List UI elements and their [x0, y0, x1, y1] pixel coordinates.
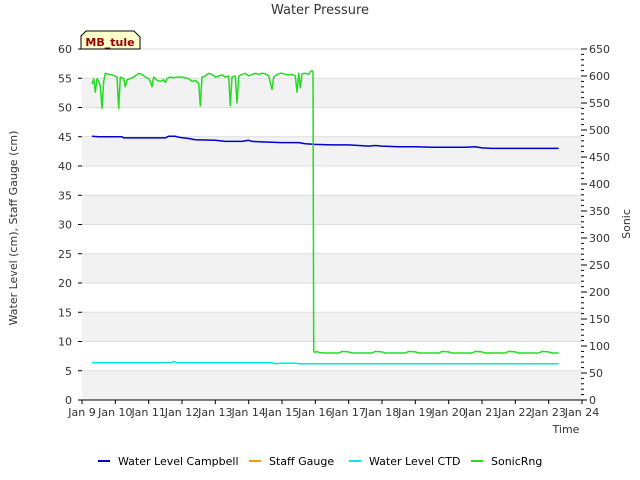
x-tick-label: Jan 18	[364, 406, 399, 419]
y2-tick-label: 200	[589, 286, 610, 299]
series-layer	[91, 69, 559, 365]
y2-tick-label: 350	[589, 205, 610, 218]
y2-tick-label: 250	[589, 259, 610, 272]
y-tick-label: 40	[58, 160, 72, 173]
y2-tick-label: 50	[589, 367, 603, 380]
axes: 0510152025303540455055600501001502002503…	[58, 43, 610, 419]
y2-tick-label: 600	[589, 70, 610, 83]
y-tick-label: 25	[58, 248, 72, 261]
legend-label: Water Level Campbell	[118, 455, 239, 468]
x-tick-label: Jan 24	[564, 406, 599, 419]
series-line-water-level-ctd	[92, 360, 559, 365]
legend-label: Water Level CTD	[369, 455, 460, 468]
x-axis-label: Time	[552, 423, 580, 436]
x-tick-label: Jan 22	[497, 406, 532, 419]
legend-label: Staff Gauge	[269, 455, 334, 468]
legend: Water Level Campbell Staff Gauge Water Lev…	[98, 455, 542, 468]
plot-band	[82, 78, 582, 108]
station-badge-label: MB_tule	[85, 36, 134, 49]
y-tick-label: 0	[65, 394, 72, 407]
y2-tick-label: 150	[589, 313, 610, 326]
legend-label: SonicRng	[491, 455, 542, 468]
y-tick-label: 20	[58, 277, 72, 290]
x-tick-label: Jan 23	[530, 406, 565, 419]
y-tick-label: 30	[58, 219, 72, 232]
series-line-sonicrng	[91, 69, 559, 354]
plot-band	[82, 136, 582, 166]
x-tick-label: Jan 13	[197, 406, 232, 419]
plot-band	[82, 312, 582, 342]
x-tick-label: Jan 11	[130, 406, 165, 419]
x-tick-label: Jan 10	[97, 406, 132, 419]
y-tick-label: 15	[58, 306, 72, 319]
y-tick-label: 50	[58, 102, 72, 115]
plot-band	[82, 253, 582, 283]
x-tick-label: Jan 19	[397, 406, 432, 419]
plot-band	[82, 195, 582, 225]
y-tick-label: 55	[58, 72, 72, 85]
x-tick-label: Jan 17	[330, 406, 365, 419]
x-tick-label: Jan 9	[67, 406, 95, 419]
y2-tick-label: 450	[589, 151, 610, 164]
y-tick-label: 5	[65, 365, 72, 378]
x-tick-label: Jan 12	[164, 406, 199, 419]
x-tick-label: Jan 21	[464, 406, 499, 419]
plot-band	[82, 370, 582, 400]
y2-tick-label: 300	[589, 232, 610, 245]
chart-title: Water Pressure	[271, 3, 369, 18]
x-tick-label: Jan 15	[264, 406, 299, 419]
y2-tick-label: 400	[589, 178, 610, 191]
y2-axis-label: Sonic	[620, 209, 633, 239]
x-tick-label: Jan 16	[297, 406, 332, 419]
y-tick-label: 45	[58, 131, 72, 144]
y2-tick-label: 0	[589, 394, 596, 407]
y2-tick-label: 550	[589, 97, 610, 110]
y2-tick-label: 100	[589, 340, 610, 353]
y-tick-label: 10	[58, 336, 72, 349]
y-axis-label: Water Level (cm), Staff Gauge (cm)	[7, 131, 20, 326]
series-line-water-level-campbell	[91, 135, 559, 150]
y-tick-label: 35	[58, 189, 72, 202]
x-tick-label: Jan 14	[230, 406, 265, 419]
station-badge: MB_tule	[80, 30, 141, 50]
y2-tick-label: 650	[589, 43, 610, 56]
x-tick-label: Jan 20	[430, 406, 465, 419]
plot-background-bands	[82, 78, 582, 400]
y-tick-label: 60	[58, 43, 72, 56]
y2-tick-label: 500	[589, 124, 610, 137]
